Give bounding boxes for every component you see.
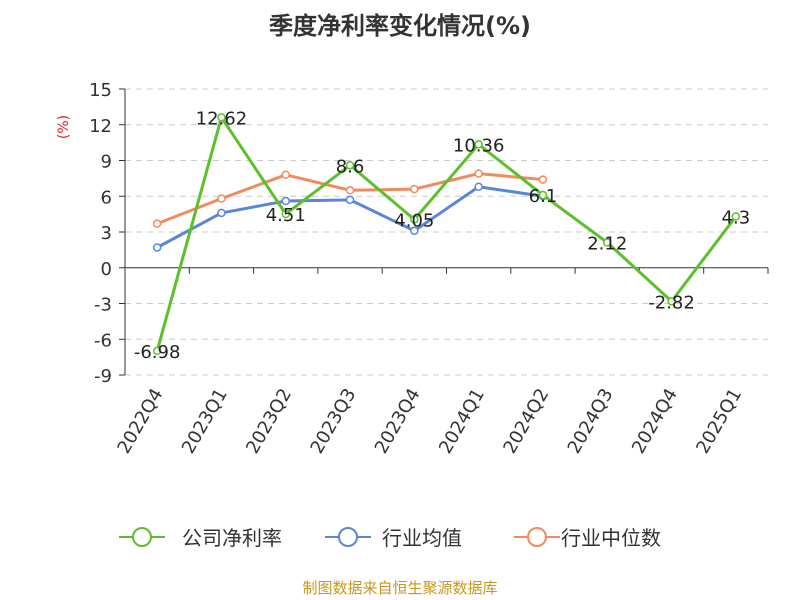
data-point: [345, 161, 355, 170]
data-point: [281, 170, 290, 180]
data-point: [281, 196, 290, 206]
data-point: [217, 208, 226, 218]
series-line: [155, 115, 738, 352]
x-tick-label: 2023Q1: [178, 385, 232, 457]
data-point: [667, 297, 676, 306]
data-labels: -6.98 12.62 4.51 8.6 4.05 10.36 6.1 2.12 -2.82 4.…: [134, 108, 750, 363]
data-point: [731, 212, 741, 221]
grid: [125, 88, 768, 376]
source-note: 制图数据来自恒生聚源数据库: [302, 579, 497, 597]
y-tick-label: 3: [101, 223, 112, 244]
axes: [119, 88, 769, 376]
data-point: [345, 195, 355, 205]
legend-marker: [527, 527, 547, 547]
x-tick-label: 2023Q2: [242, 385, 296, 457]
y-axis-unit: (%): [56, 115, 72, 139]
data-point: [345, 186, 355, 195]
data-point: [410, 184, 419, 194]
y-tick-label: 12: [89, 116, 112, 137]
legend: 公司净利率 行业均值 行业中位数: [119, 526, 661, 550]
data-label: -2.82: [648, 292, 695, 313]
y-tick-label: -9: [94, 366, 112, 387]
y-tick-label: 0: [101, 259, 112, 280]
data-point: [281, 209, 290, 219]
data-point: [217, 113, 226, 122]
x-tick-label: 2024Q4: [628, 385, 682, 457]
data-label: 2.12: [587, 233, 627, 254]
x-tick-label: 2024Q3: [564, 385, 618, 457]
data-label: 8.6: [336, 156, 365, 177]
data-point: [410, 226, 419, 236]
data-point: [474, 182, 483, 191]
data-point: [538, 190, 548, 200]
y-tick-label: 9: [101, 152, 112, 173]
data-point: [410, 215, 419, 224]
y-tick-label: 6: [101, 187, 112, 208]
x-tick-label: 2023Q3: [306, 385, 360, 457]
y-tick-label: -6: [94, 330, 112, 351]
data-label: 4.05: [394, 210, 434, 231]
legend-marker: [132, 527, 152, 547]
data-point: [152, 346, 162, 356]
y-tick-label: 15: [89, 80, 112, 101]
data-label: 4.51: [266, 205, 306, 226]
data-point: [217, 194, 226, 203]
data-point: [474, 169, 483, 178]
data-point: [474, 140, 483, 149]
legend-marker: [338, 527, 358, 547]
legend-label: 公司净利率: [182, 526, 282, 550]
data-label: 4.3: [722, 208, 751, 229]
data-label: 6.1: [529, 186, 558, 207]
data-point: [603, 238, 612, 247]
x-tick-label: 2024Q2: [499, 385, 553, 457]
data-label: 12.62: [196, 108, 248, 129]
data-label: 10.36: [453, 135, 505, 156]
legend-label: 行业中位数: [561, 526, 661, 550]
x-tick-label: 2025Q1: [692, 385, 746, 457]
chart-title: 季度净利率变化情况(%): [269, 12, 531, 40]
x-tick-label: 2022Q4: [114, 385, 168, 457]
data-point: [152, 243, 162, 252]
data-point: [538, 175, 548, 184]
x-tick-label: 2023Q4: [371, 385, 425, 457]
y-tick-label: -3: [94, 295, 112, 316]
x-tick-label: 2024Q1: [435, 385, 489, 457]
legend-label: 行业均值: [382, 526, 462, 550]
data-label: -6.98: [134, 342, 181, 363]
series-group: [152, 113, 741, 356]
data-point: [152, 219, 162, 228]
